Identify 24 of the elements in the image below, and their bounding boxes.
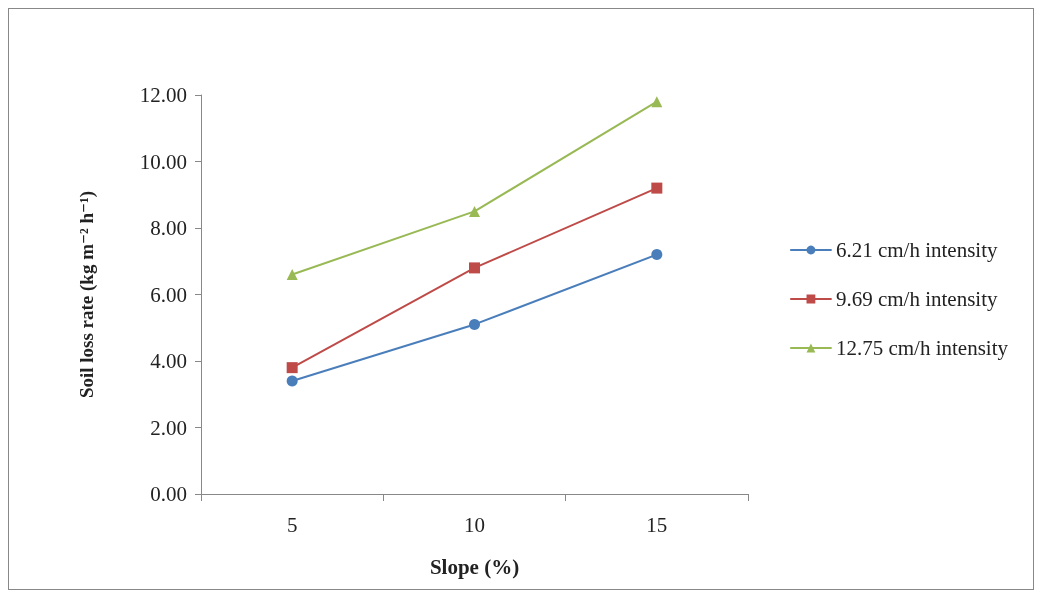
point <box>469 318 480 330</box>
point <box>651 96 663 108</box>
y-tick-label: 8.00 <box>150 216 187 240</box>
y-tick-label: 0.00 <box>150 482 187 506</box>
x-tick-label: 10 <box>464 512 485 537</box>
y-axis-title: Soil loss rate (kg m⁻² h⁻¹) <box>76 190 98 399</box>
point <box>469 205 480 217</box>
y-tick-label: 2.00 <box>150 415 187 440</box>
point <box>651 249 663 261</box>
x-tick-label: 5 <box>286 512 298 537</box>
point <box>469 262 480 274</box>
point <box>286 375 298 387</box>
legend-label: 9.69 cm/h intensity <box>835 287 998 311</box>
point <box>286 362 298 374</box>
y-tick-label: 4.00 <box>150 349 187 373</box>
y-tick-label: 6.00 <box>150 282 187 307</box>
y-tick-label: 12.00 <box>139 83 187 107</box>
y-tick-label: 10.00 <box>139 149 187 174</box>
point <box>286 269 298 281</box>
legend-label: 12.75 cm/h intensity <box>835 336 1009 360</box>
x-axis-title: Slope (%) <box>429 554 520 579</box>
x-tick-label: 15 <box>646 512 668 537</box>
legend-label: 6.21 cm/h intensity <box>835 238 998 262</box>
point <box>651 182 663 194</box>
